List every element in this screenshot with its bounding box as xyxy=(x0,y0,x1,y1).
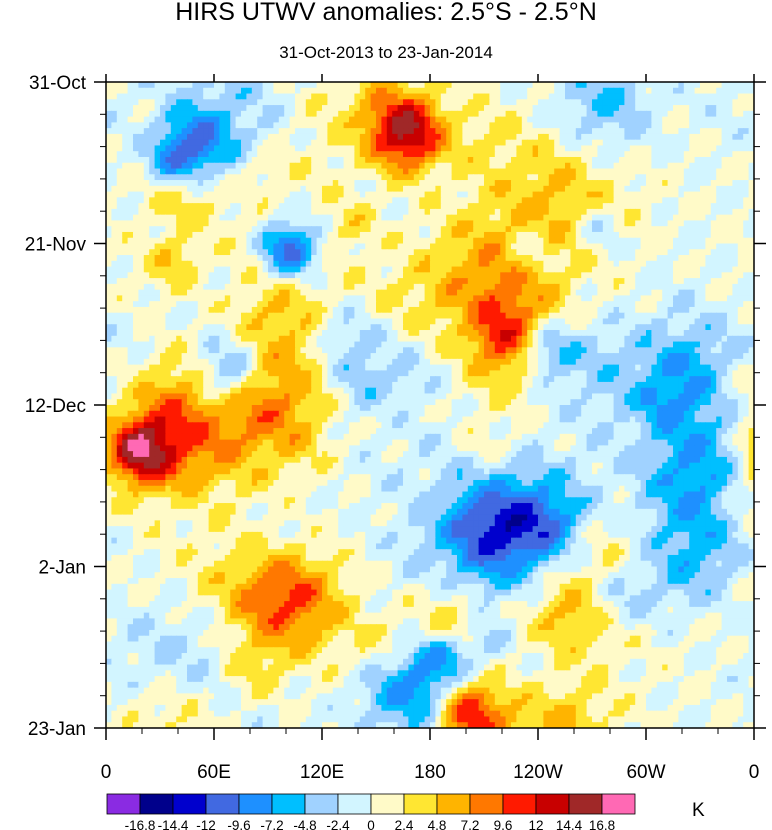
colorbar-label: -4.8 xyxy=(293,818,316,830)
x-tick-label: 0 xyxy=(101,762,112,783)
colorbar: -16.8 -14.4 -12 -9.6 -7.2 -4.8 -2.4 0 2.4 4.8 7.2 9… xyxy=(107,794,635,830)
y-tick-label: 21-Nov xyxy=(25,235,87,256)
colorbar-swatch xyxy=(437,794,470,814)
colorbar-swatch xyxy=(503,794,536,814)
colorbar-label: 0 xyxy=(367,818,375,830)
colorbar-units: K xyxy=(692,800,705,822)
x-tick-label: 120W xyxy=(513,762,563,783)
colorbar-swatch xyxy=(404,794,437,814)
colorbar-swatch xyxy=(239,794,272,814)
colorbar-label: 4.8 xyxy=(428,818,447,830)
colorbar-label: 7.2 xyxy=(461,818,480,830)
colorbar-swatch xyxy=(338,794,371,814)
colorbar-label: 14.4 xyxy=(556,818,583,830)
y-tick-label: 2-Jan xyxy=(38,558,86,579)
colorbar-label: -9.6 xyxy=(227,818,250,830)
colorbar-swatch xyxy=(569,794,602,814)
colorbar-label: 2.4 xyxy=(395,818,414,830)
chart: 0 60E 120E 180 120W 60W 0 31-Oct 21-Nov 12-Dec 2-J… xyxy=(0,0,772,830)
colorbar-swatch xyxy=(305,794,338,814)
colorbar-label: -2.4 xyxy=(326,818,350,830)
colorbar-swatch xyxy=(173,794,206,814)
colorbar-swatch xyxy=(602,794,635,814)
x-tick-label: 60E xyxy=(197,762,231,783)
y-tick-label: 23-Jan xyxy=(28,719,86,740)
x-tick-label: 60W xyxy=(626,762,665,783)
colorbar-label: -7.2 xyxy=(260,818,283,830)
colorbar-swatch xyxy=(470,794,503,814)
colorbar-label: -14.4 xyxy=(158,818,189,830)
x-tick-label: 120E xyxy=(300,762,344,783)
y-tick-label: 12-Dec xyxy=(25,396,86,417)
colorbar-label: -16.8 xyxy=(125,818,156,830)
y-tick-label: 31-Oct xyxy=(29,73,87,94)
heatmap-field xyxy=(106,82,755,729)
x-tick-label: 180 xyxy=(414,762,446,783)
colorbar-swatch xyxy=(107,794,140,814)
colorbar-swatch xyxy=(536,794,569,814)
colorbar-label: 12 xyxy=(528,818,543,830)
colorbar-label: 16.8 xyxy=(589,818,615,830)
colorbar-label: -12 xyxy=(196,818,216,830)
colorbar-swatch xyxy=(140,794,173,814)
colorbar-label: 9.6 xyxy=(494,818,513,830)
colorbar-swatch xyxy=(206,794,239,814)
colorbar-swatch xyxy=(272,794,305,814)
colorbar-swatch xyxy=(371,794,404,814)
x-tick-label: 0 xyxy=(749,762,760,783)
